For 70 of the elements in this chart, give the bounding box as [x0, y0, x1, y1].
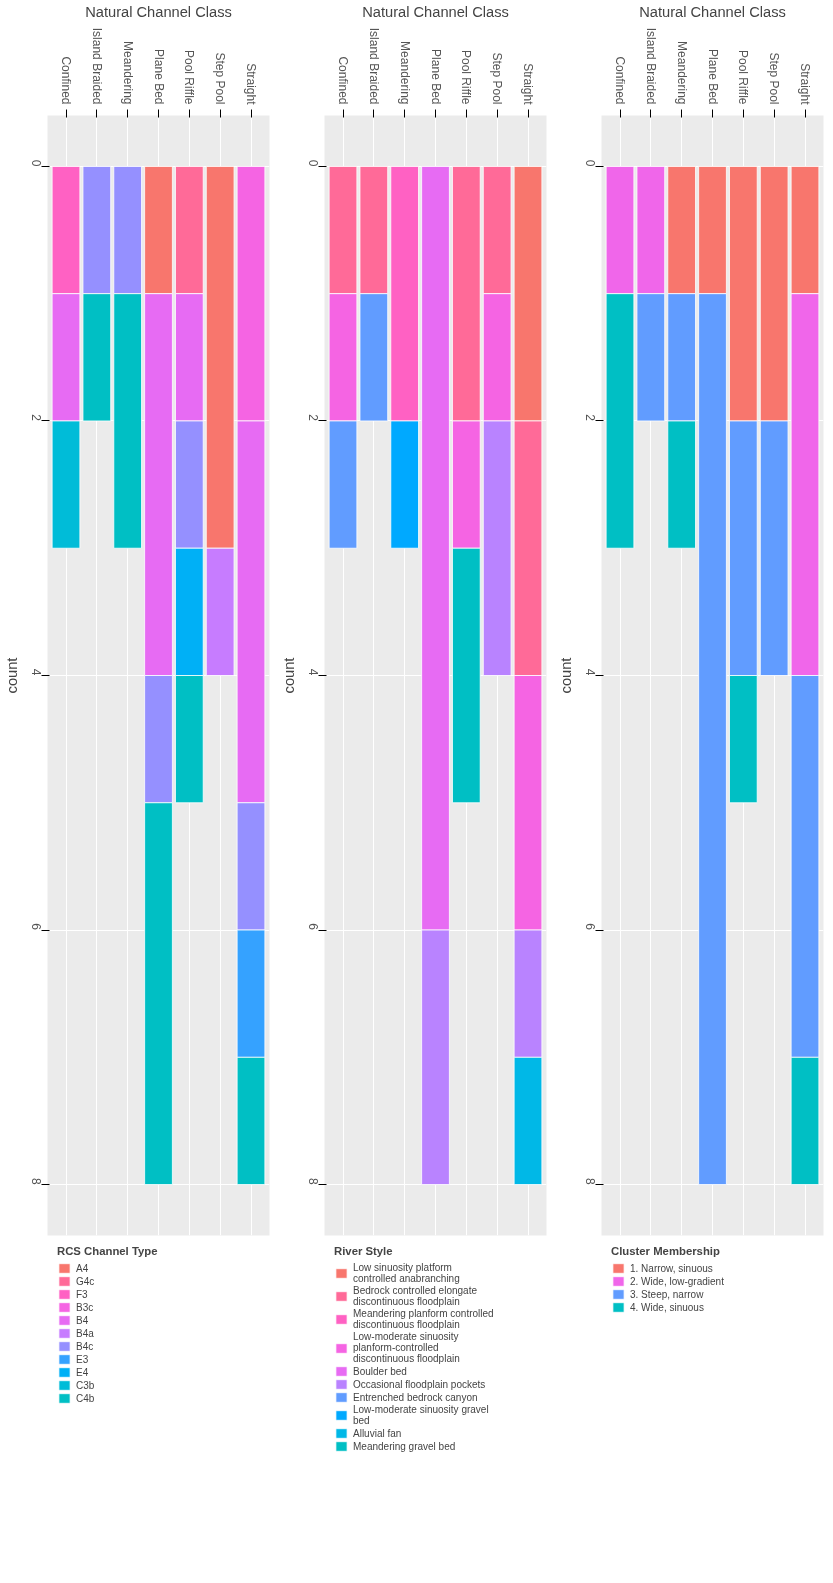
legend-label: 2. Wide, low-gradient	[630, 1275, 724, 1287]
legend-label: C3b	[76, 1379, 96, 1391]
legend-label: B4	[76, 1314, 90, 1326]
legend-label: Alluvial fan	[353, 1427, 402, 1439]
x-tick-label: Meandering	[674, 41, 689, 105]
legend-label: Low-moderate sinuosity planform-controlled discontinuous floodplain	[353, 1331, 460, 1364]
y-tick-label: 4	[583, 668, 597, 676]
legend-label: G4c	[76, 1275, 96, 1287]
legend-label: Low-moderate sinuosity gravel bed	[353, 1404, 489, 1426]
y-tick-label: 0	[306, 159, 320, 167]
x-axis-title: Natural Channel Class	[85, 3, 232, 20]
legend-label: 3. Steep, narrow	[630, 1288, 704, 1300]
y-tick-label: 6	[306, 923, 320, 931]
y-axis-title: count	[280, 657, 297, 694]
y-tick-label: 2	[29, 414, 43, 422]
y-axis-title: count	[557, 657, 574, 694]
legend-label: Meandering gravel bed	[353, 1440, 456, 1452]
legend-label: Boulder bed	[353, 1365, 407, 1377]
legend-label: A4	[76, 1262, 90, 1274]
legend-label: Bedrock controlled elongate discontinuous floodplain	[353, 1285, 477, 1307]
y-tick-label: 4	[29, 668, 43, 676]
legend-label: 4. Wide, sinuous	[630, 1301, 704, 1313]
y-axis-title: count	[3, 657, 20, 694]
x-tick-label: Step Pool	[213, 52, 228, 105]
x-tick-label: Pool Riffle	[736, 50, 751, 105]
y-tick-label: 0	[29, 159, 43, 167]
x-axis-title: Natural Channel Class	[639, 3, 786, 20]
x-tick-label: Pool Riffle	[459, 50, 474, 105]
legend-label: C4b	[76, 1392, 96, 1404]
legend-label: Occasional floodplain pockets	[353, 1378, 486, 1390]
x-tick-label: Straight	[521, 63, 535, 106]
x-tick-label: Confined	[336, 56, 350, 105]
legend-label: B3c	[76, 1301, 95, 1313]
x-tick-label: Pool Riffle	[182, 50, 197, 105]
legend-label: B4c	[76, 1340, 95, 1352]
x-tick-label: Meandering	[120, 41, 135, 105]
x-tick-label: Straight	[798, 63, 812, 106]
x-tick-label: Meandering	[397, 41, 412, 105]
x-axis-title: Natural Channel Class	[362, 3, 509, 20]
x-tick-label: Step Pool	[490, 52, 505, 105]
y-tick-label: 8	[306, 1177, 320, 1185]
legend-label: Entrenched bedrock canyon	[353, 1391, 478, 1403]
y-tick-label: 6	[583, 923, 597, 931]
y-tick-label: 8	[29, 1177, 43, 1185]
y-tick-label: 8	[583, 1177, 597, 1185]
legend-title: River Style	[334, 1245, 394, 1257]
y-tick-label: 4	[306, 668, 320, 676]
legend-label: F3	[76, 1288, 89, 1300]
legend-label: E3	[76, 1353, 90, 1365]
x-tick-label: Plane Bed	[428, 49, 443, 105]
y-tick-label: 2	[583, 414, 597, 422]
x-tick-label: Plane Bed	[151, 49, 166, 105]
x-tick-label: Island Braided	[366, 27, 381, 105]
x-tick-label: Plane Bed	[705, 49, 720, 105]
x-tick-label: Island Braided	[643, 27, 658, 105]
legend-label: Meandering planform controlled discontinuous floodplain	[353, 1308, 494, 1330]
legend-label: 1. Narrow, sinuous	[630, 1262, 713, 1274]
y-tick-label: 6	[29, 923, 43, 931]
y-tick-label: 0	[583, 159, 597, 167]
legend-title: Cluster Membership	[611, 1245, 721, 1257]
x-tick-label: Step Pool	[767, 52, 782, 105]
legend-label: E4	[76, 1366, 90, 1378]
legend-label: Low sinuosity platform controlled anabranching	[353, 1262, 460, 1284]
x-tick-label: Straight	[244, 63, 258, 106]
x-tick-label: Island Braided	[89, 27, 104, 105]
x-tick-label: Confined	[59, 56, 73, 105]
legend-title: RCS Channel Type	[57, 1245, 158, 1257]
legend-label: B4a	[76, 1327, 95, 1339]
x-tick-label: Confined	[613, 56, 627, 105]
y-tick-label: 2	[306, 414, 320, 422]
